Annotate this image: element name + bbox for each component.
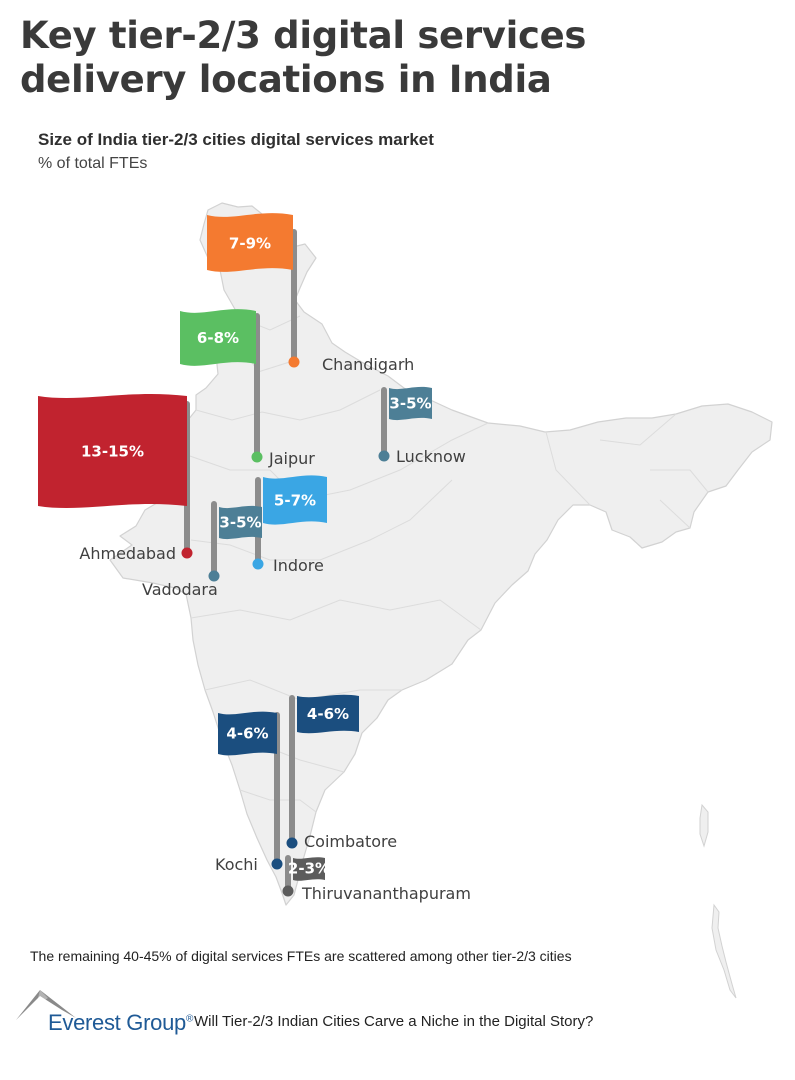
title-line-2: delivery locations in India xyxy=(20,58,552,101)
indore-city-label: Indore xyxy=(273,556,324,575)
nicobar-islands xyxy=(711,903,737,999)
vadodara-marker xyxy=(208,570,220,582)
kochi-marker xyxy=(271,858,283,870)
thiruvananthapuram-share-label: 2-3% xyxy=(288,860,330,878)
vadodara-city-label: Vadodara xyxy=(142,580,218,599)
thiruvananthapuram-city-label: Thiruvananthapuram xyxy=(301,884,471,903)
indore-share-label: 5-7% xyxy=(274,491,316,509)
lucknow-marker xyxy=(378,450,390,462)
jaipur-city-label: Jaipur xyxy=(268,449,315,468)
vadodara-share-label: 3-5% xyxy=(219,513,261,531)
city-labels: Chandigarh Jaipur Lucknow Ahmedabad Indore Va… xyxy=(79,355,471,903)
everest-logo-mountain xyxy=(16,990,76,1020)
lucknow-share-label: 3-5% xyxy=(389,394,431,412)
ahmedabad-city-label: Ahmedabad xyxy=(79,544,176,563)
coimbatore-city-label: Coimbatore xyxy=(304,832,397,851)
page-title: Key tier-2/3 digital services delivery l… xyxy=(20,14,780,102)
kochi-city-label: Kochi xyxy=(215,855,258,874)
thiruvananthapuram-flag xyxy=(293,857,325,881)
lucknow-city-label: Lucknow xyxy=(396,447,466,466)
map-subtitle: Size of India tier-2/3 cities digital se… xyxy=(38,130,434,149)
jaipur-flag xyxy=(180,309,256,366)
kochi-share-label: 4-6% xyxy=(226,724,268,742)
india-outline xyxy=(109,202,773,906)
jaipur-share-label: 6-8% xyxy=(197,329,239,347)
jaipur-marker xyxy=(251,451,263,463)
everest-logo-text: Everest Group® xyxy=(48,1010,193,1036)
title-line-1: Key tier-2/3 digital services xyxy=(20,14,587,57)
map-unit-label: % of total FTEs xyxy=(38,155,148,172)
andaman-islands xyxy=(699,803,709,848)
thiruvananthapuram-marker xyxy=(282,885,294,897)
coimbatore-marker xyxy=(286,837,298,849)
chandigarh-city-label: Chandigarh xyxy=(322,355,414,374)
vadodara-flag xyxy=(219,505,262,540)
indore-marker xyxy=(252,558,264,570)
ahmedabad-share-label: 13-15% xyxy=(81,443,144,461)
city-flags: 7-9% 6-8% 3-5% 13-15% 5-7% 3-5% 4-6% 4-6% 2-3% xyxy=(38,213,432,897)
logo-name: Everest Group xyxy=(48,1010,186,1035)
chandigarh-marker xyxy=(288,356,300,368)
source-caption: Will Tier-2/3 Indian Cities Carve a Nich… xyxy=(194,1013,594,1030)
ahmedabad-flag xyxy=(38,393,187,509)
chandigarh-flag xyxy=(207,213,293,272)
kochi-flag xyxy=(218,711,277,756)
chandigarh-share-label: 7-9% xyxy=(229,234,271,252)
footnote: The remaining 40-45% of digital services… xyxy=(30,948,572,964)
logo-reg: ® xyxy=(185,1013,194,1025)
coimbatore-share-label: 4-6% xyxy=(307,705,349,723)
lucknow-flag xyxy=(389,386,432,421)
ahmedabad-marker xyxy=(181,547,193,559)
coimbatore-flag xyxy=(297,694,359,734)
indore-flag xyxy=(263,475,327,525)
